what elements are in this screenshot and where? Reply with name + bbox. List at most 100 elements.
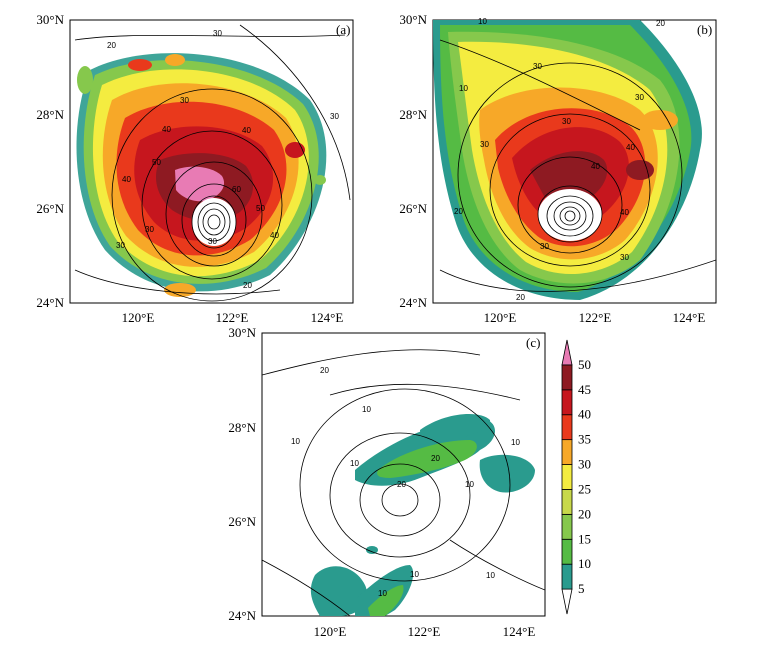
contour-label: 30 (635, 93, 644, 102)
contour-label: 20 (656, 19, 665, 28)
contour-label: 20 (243, 281, 252, 290)
colorbar-label: 40 (578, 407, 591, 422)
contour-label: 10 (350, 459, 359, 468)
colorbar-label: 15 (578, 531, 591, 546)
contour-label: 30 (330, 112, 339, 121)
panel-c-contour-labels: 20 10 10 10 10 20 20 10 10 10 10 (291, 366, 520, 598)
contour-label: 20 (107, 41, 116, 50)
panel-a: 20 30 30 40 40 50 40 30 20 30 30 50 60 4… (36, 12, 354, 325)
panel-a-letter: (a) (336, 22, 350, 37)
colorbar-segment (561, 414, 573, 441)
contour-label: 10 (478, 17, 487, 26)
panel-a-lat-labels: 30°N 28°N 26°N 24°N (36, 12, 64, 310)
contour-label: 20 (397, 480, 406, 489)
contour-label: 10 (459, 84, 468, 93)
contour-label: 20 (516, 293, 525, 302)
panel-b-field (433, 20, 716, 300)
lat-tick-label: 28°N (36, 107, 64, 122)
contour-label: 30 (116, 241, 125, 250)
contour-label: 40 (626, 143, 635, 152)
panel-a-lon-labels: 120°E 122°E 124°E (122, 310, 344, 325)
colorbar-segment (561, 538, 573, 565)
colorbar-segment (561, 513, 573, 540)
colorbar-label: 10 (578, 556, 591, 571)
lat-tick-label: 30°N (228, 325, 256, 340)
colorbar-segment (561, 464, 573, 490)
contour-label: 60 (232, 185, 241, 194)
colorbar-label: 20 (578, 506, 591, 521)
contour-label: 20 (454, 207, 463, 216)
panel-a-contour-labels: 20 30 30 40 40 50 40 30 20 30 30 50 60 4… (107, 29, 339, 290)
contour-label: 40 (162, 125, 171, 134)
colorbar-label: 30 (578, 457, 591, 472)
contour-label: 30 (480, 140, 489, 149)
lat-tick-label: 28°N (228, 420, 256, 435)
contour-label: 30 (208, 237, 217, 246)
colorbar-segment (561, 364, 573, 391)
contour-label: 10 (410, 570, 419, 579)
panel-b: 10 20 30 10 30 30 30 40 40 40 20 30 20 3… (399, 12, 717, 325)
contour-label: 30 (145, 225, 154, 234)
lon-tick-label: 122°E (579, 310, 612, 325)
colorbar-segment (561, 489, 573, 515)
colorbar-label: 50 (578, 357, 591, 372)
contour-label: 30 (533, 62, 542, 71)
lat-tick-label: 26°N (36, 201, 64, 216)
lon-tick-label: 120°E (314, 624, 347, 639)
contour-label: 10 (511, 438, 520, 447)
lon-tick-label: 124°E (503, 624, 536, 639)
lat-tick-label: 24°N (36, 295, 64, 310)
lon-tick-label: 124°E (673, 310, 706, 325)
contour-label: 10 (378, 589, 387, 598)
lon-tick-label: 122°E (408, 624, 441, 639)
lon-tick-label: 124°E (311, 310, 344, 325)
colorbar: 5 10 15 20 25 30 35 40 45 50 (561, 339, 591, 615)
colorbar-segment (561, 389, 573, 416)
panel-c-lat-labels: 30°N 28°N 26°N 24°N (228, 325, 256, 623)
contour-label: 50 (256, 204, 265, 213)
lat-tick-label: 28°N (399, 107, 427, 122)
panel-b-letter: (b) (697, 22, 712, 37)
contour-label: 40 (122, 175, 131, 184)
colorbar-segment (561, 563, 573, 590)
colorbar-label: 5 (578, 581, 585, 596)
lat-tick-label: 26°N (228, 514, 256, 529)
lat-tick-label: 24°N (399, 295, 427, 310)
contour-label: 30 (620, 253, 629, 262)
panel-b-lon-labels: 120°E 122°E 124°E (484, 310, 706, 325)
contour-label: 20 (320, 366, 329, 375)
colorbar-segment (561, 588, 573, 615)
panel-c-field (262, 349, 545, 616)
contour-label: 30 (213, 29, 222, 38)
colorbar-label: 35 (578, 432, 591, 447)
colorbar-segment (561, 339, 573, 366)
contour-label: 40 (242, 126, 251, 135)
contour-label: 30 (562, 117, 571, 126)
lon-tick-label: 120°E (484, 310, 517, 325)
panel-a-field (74, 24, 351, 302)
colorbar-label: 25 (578, 481, 591, 496)
panel-c: 20 10 10 10 10 20 20 10 10 10 10 (c) 30°… (228, 325, 546, 639)
panel-b-lat-labels: 30°N 28°N 26°N 24°N (399, 12, 427, 310)
contour-label: 10 (291, 437, 300, 446)
panel-b-contour-labels: 10 20 30 10 30 30 30 40 40 40 20 30 20 3… (454, 17, 665, 302)
contour-label: 40 (620, 208, 629, 217)
lon-tick-label: 122°E (216, 310, 249, 325)
contour-label: 10 (465, 480, 474, 489)
contour-label: 10 (486, 571, 495, 580)
contour-label: 10 (362, 405, 371, 414)
colorbar-segment (561, 439, 573, 465)
lat-tick-label: 24°N (228, 608, 256, 623)
contour-label: 40 (591, 162, 600, 171)
contour-label: 30 (180, 96, 189, 105)
panel-c-letter: (c) (526, 335, 540, 350)
panel-c-lon-labels: 120°E 122°E 124°E (314, 624, 536, 639)
lat-tick-label: 30°N (36, 12, 64, 27)
contour-label: 50 (152, 158, 161, 167)
lat-tick-label: 30°N (399, 12, 427, 27)
contour-label: 30 (540, 242, 549, 251)
lat-tick-label: 26°N (399, 201, 427, 216)
contour-label: 40 (270, 231, 279, 240)
colorbar-label: 45 (578, 382, 591, 397)
